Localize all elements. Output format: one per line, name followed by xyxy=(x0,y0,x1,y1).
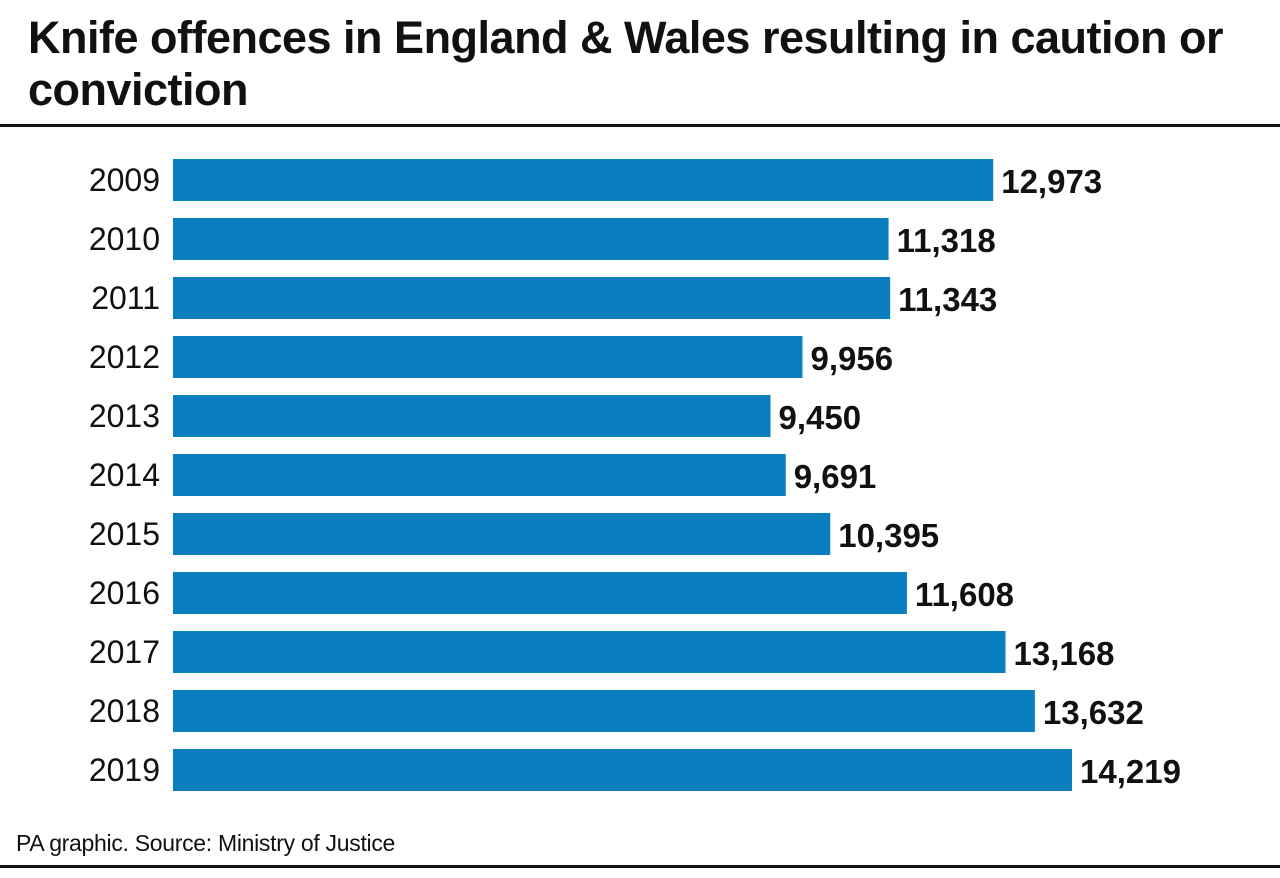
value-label: 9,956 xyxy=(810,340,893,377)
category-label: 2017 xyxy=(89,634,160,670)
source-note: PA graphic. Source: Ministry of Justice xyxy=(16,830,396,856)
bar-2009 xyxy=(173,159,994,201)
bar-2018 xyxy=(173,690,1035,732)
value-label: 9,691 xyxy=(794,458,877,495)
bar-2015 xyxy=(173,513,831,555)
category-label: 2015 xyxy=(89,516,160,552)
category-label: 2010 xyxy=(89,221,160,257)
value-label: 11,343 xyxy=(898,281,997,318)
value-label: 14,219 xyxy=(1080,753,1181,790)
category-label: 2013 xyxy=(89,398,160,434)
category-label: 2019 xyxy=(89,752,160,788)
value-label: 10,395 xyxy=(838,517,939,554)
category-label: 2011 xyxy=(91,280,160,316)
value-label: 11,608 xyxy=(915,576,1014,613)
category-label: 2012 xyxy=(89,339,160,375)
value-label: 12,973 xyxy=(1001,163,1102,200)
bottom-divider xyxy=(0,865,1280,868)
category-label: 2016 xyxy=(89,575,160,611)
value-label: 13,632 xyxy=(1043,694,1144,731)
bar-2012 xyxy=(173,336,803,378)
category-label: 2014 xyxy=(89,457,160,493)
bar-2016 xyxy=(173,572,907,614)
category-label: 2009 xyxy=(89,162,160,198)
chart-title: Knife offences in England & Wales result… xyxy=(28,12,1223,115)
value-label: 11,318 xyxy=(897,222,996,259)
category-label: 2018 xyxy=(89,693,160,729)
bar-2019 xyxy=(173,749,1072,791)
bar-2017 xyxy=(173,631,1006,673)
value-label: 13,168 xyxy=(1014,635,1115,672)
bar-2010 xyxy=(173,218,889,260)
bar-2014 xyxy=(173,454,786,496)
top-divider xyxy=(0,124,1280,127)
value-label: 9,450 xyxy=(778,399,861,436)
bar-2011 xyxy=(173,277,891,319)
bar-2013 xyxy=(173,395,771,437)
